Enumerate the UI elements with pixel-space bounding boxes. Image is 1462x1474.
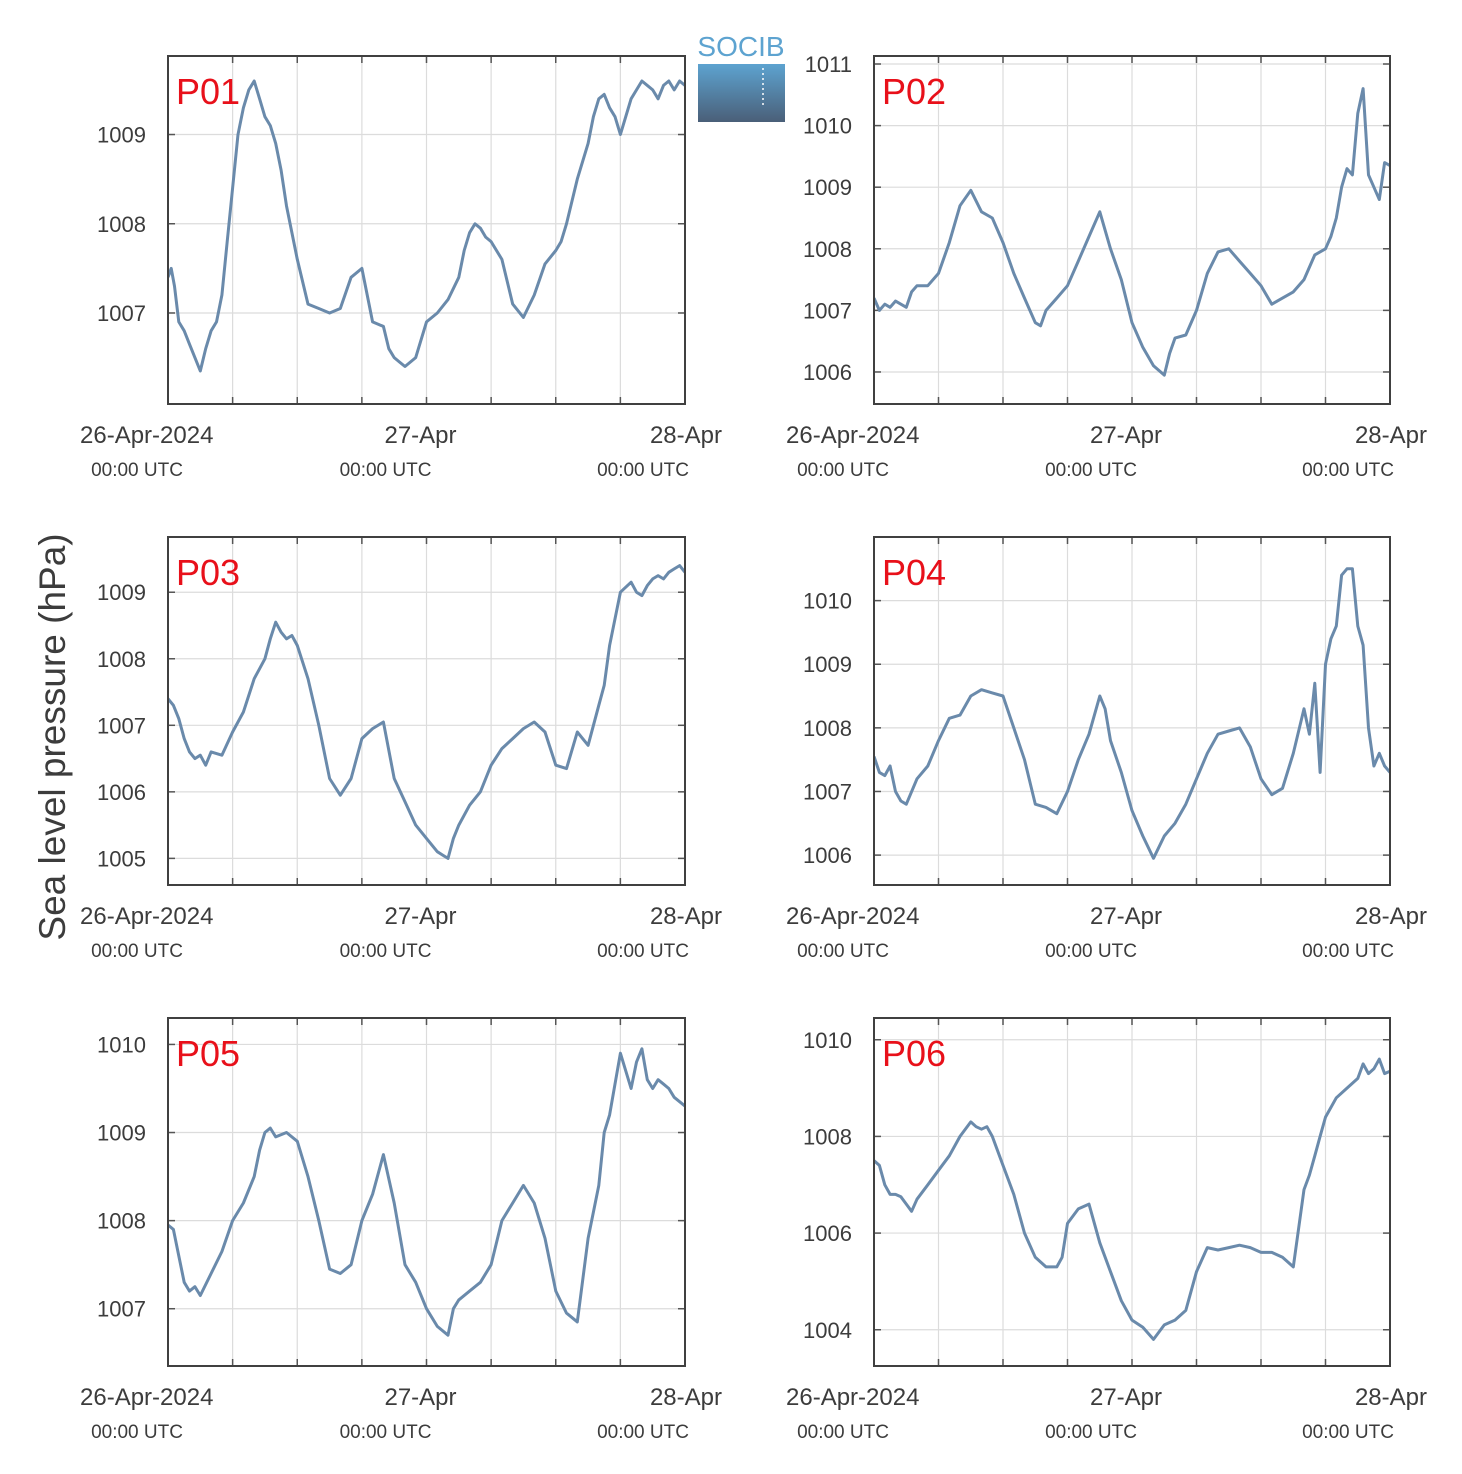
x-tick-sublabel: 00:00 UTC <box>597 1422 689 1443</box>
y-tick-label: 1007 <box>803 779 852 804</box>
panel-p04: 1006 1007 1008 1009 1010 P04 26-Apr-2024 00:00 … <box>786 536 1427 962</box>
panel-label: P02 <box>882 71 946 112</box>
x-tick-label: 26-Apr-2024 <box>786 903 919 930</box>
x-tick-label: 26-Apr-2024 <box>80 903 213 930</box>
y-tick-label: 1008 <box>97 647 146 672</box>
x-tick-sublabel: 00:00 UTC <box>340 941 432 962</box>
x-tick-sublabel: 00:00 UTC <box>797 460 889 481</box>
y-tick-label: 1009 <box>803 175 852 200</box>
x-tick-sublabel: 00:00 UTC <box>597 941 689 962</box>
y-tick-label: 1006 <box>97 780 146 805</box>
x-tick-sublabel: 00:00 UTC <box>91 460 183 481</box>
panel-label: P04 <box>882 552 946 593</box>
y-tick-label: 1007 <box>97 1297 146 1322</box>
panel-p05: 1007 1008 1009 1010 P05 26-Apr-2024 00:00 UTC 2… <box>80 1017 722 1443</box>
logo-text: SOCIB <box>697 31 784 62</box>
y-tick-label: 1009 <box>97 580 146 605</box>
y-tick-label: 1006 <box>803 843 852 868</box>
y-tick-label: 1006 <box>803 1221 852 1246</box>
y-tick-label: 1009 <box>803 652 852 677</box>
x-tick-label: 26-Apr-2024 <box>786 422 919 449</box>
x-tick-label: 28-Apr <box>1355 422 1427 449</box>
y-tick-label: 1007 <box>803 298 852 323</box>
y-axis-label: Sea level pressure (hPa) <box>32 533 73 940</box>
panel-p03: 1005 1006 1007 1008 1009 P03 26-Apr-2024 00:00 … <box>80 536 722 962</box>
axes-frame <box>873 1017 1391 1367</box>
y-tick-label: 1010 <box>803 114 852 139</box>
x-tick-sublabel: 00:00 UTC <box>340 1422 432 1443</box>
panels: 1007 1008 1009 P01 26-Apr-2024 00:00 UTC 27-Ap… <box>80 52 1427 1443</box>
y-tick-label: 1004 <box>803 1318 852 1343</box>
panel-label: P03 <box>176 552 240 593</box>
panel-p01: 1007 1008 1009 P01 26-Apr-2024 00:00 UTC 27-Ap… <box>80 55 722 481</box>
y-tick-label: 1008 <box>97 212 146 237</box>
x-tick-sublabel: 00:00 UTC <box>91 941 183 962</box>
x-tick-label: 28-Apr <box>650 1384 722 1411</box>
y-tick-label: 1007 <box>97 301 146 326</box>
y-tick-label: 1008 <box>803 237 852 262</box>
x-tick-sublabel: 00:00 UTC <box>1045 941 1137 962</box>
y-tick-label: 1009 <box>97 123 146 148</box>
pressure-series-line <box>874 87 1390 377</box>
y-tick-label: 1008 <box>803 716 852 741</box>
pressure-series-line <box>874 1057 1390 1341</box>
y-tick-label: 1008 <box>803 1124 852 1149</box>
y-tick-label: 1005 <box>97 846 146 871</box>
pressure-series-line <box>168 1047 685 1337</box>
panel-label: P05 <box>176 1033 240 1074</box>
panel-label: P06 <box>882 1033 946 1074</box>
axes-frame <box>167 55 686 405</box>
x-tick-sublabel: 00:00 UTC <box>597 460 689 481</box>
x-tick-sublabel: 00:00 UTC <box>1302 941 1394 962</box>
x-tick-sublabel: 00:00 UTC <box>1045 460 1137 481</box>
x-tick-label: 27-Apr <box>1090 903 1162 930</box>
x-tick-sublabel: 00:00 UTC <box>797 941 889 962</box>
y-tick-label: 1010 <box>803 1028 852 1053</box>
x-tick-label: 27-Apr <box>1090 1384 1162 1411</box>
x-tick-label: 26-Apr-2024 <box>786 1384 919 1411</box>
y-tick-label: 1010 <box>803 589 852 614</box>
x-tick-label: 28-Apr <box>650 903 722 930</box>
x-tick-sublabel: 00:00 UTC <box>1302 1422 1394 1443</box>
y-tick-label: 1011 <box>805 52 852 77</box>
axes-frame <box>167 536 686 886</box>
y-tick-label: 1009 <box>97 1121 146 1146</box>
x-tick-sublabel: 00:00 UTC <box>1302 460 1394 481</box>
x-tick-label: 27-Apr <box>384 1384 456 1411</box>
x-tick-label: 27-Apr <box>384 903 456 930</box>
y-tick-label: 1006 <box>803 360 852 385</box>
x-tick-label: 27-Apr <box>1090 422 1162 449</box>
x-tick-sublabel: 00:00 UTC <box>1045 1422 1137 1443</box>
y-tick-label: 1010 <box>97 1032 146 1057</box>
x-tick-label: 27-Apr <box>384 422 456 449</box>
axes-frame <box>167 1017 686 1367</box>
pressure-series-line <box>168 79 685 373</box>
x-tick-label: 26-Apr-2024 <box>80 422 213 449</box>
panel-p06: 1004 1006 1008 1010 P06 26-Apr-2024 00:00 UTC 2… <box>786 1017 1427 1443</box>
panel-p02: 1006 1007 1008 1009 1010 1011 P02 26-Apr-2024 00… <box>786 52 1427 481</box>
x-tick-sublabel: 00:00 UTC <box>340 460 432 481</box>
pressure-series-line <box>168 564 685 860</box>
y-tick-label: 1008 <box>97 1209 146 1234</box>
y-tick-label: 1007 <box>97 713 146 738</box>
axes-frame <box>873 55 1391 405</box>
x-tick-sublabel: 00:00 UTC <box>91 1422 183 1443</box>
x-tick-label: 28-Apr <box>650 422 722 449</box>
x-tick-label: 28-Apr <box>1355 903 1427 930</box>
x-tick-label: 26-Apr-2024 <box>80 1384 213 1411</box>
pressure-series-line <box>874 567 1390 860</box>
x-tick-label: 28-Apr <box>1355 1384 1427 1411</box>
socib-logo: SOCIB <box>697 31 785 122</box>
logo-wave-block <box>698 64 785 122</box>
panel-label: P01 <box>176 71 240 112</box>
axes-frame <box>873 536 1391 886</box>
x-tick-sublabel: 00:00 UTC <box>797 1422 889 1443</box>
